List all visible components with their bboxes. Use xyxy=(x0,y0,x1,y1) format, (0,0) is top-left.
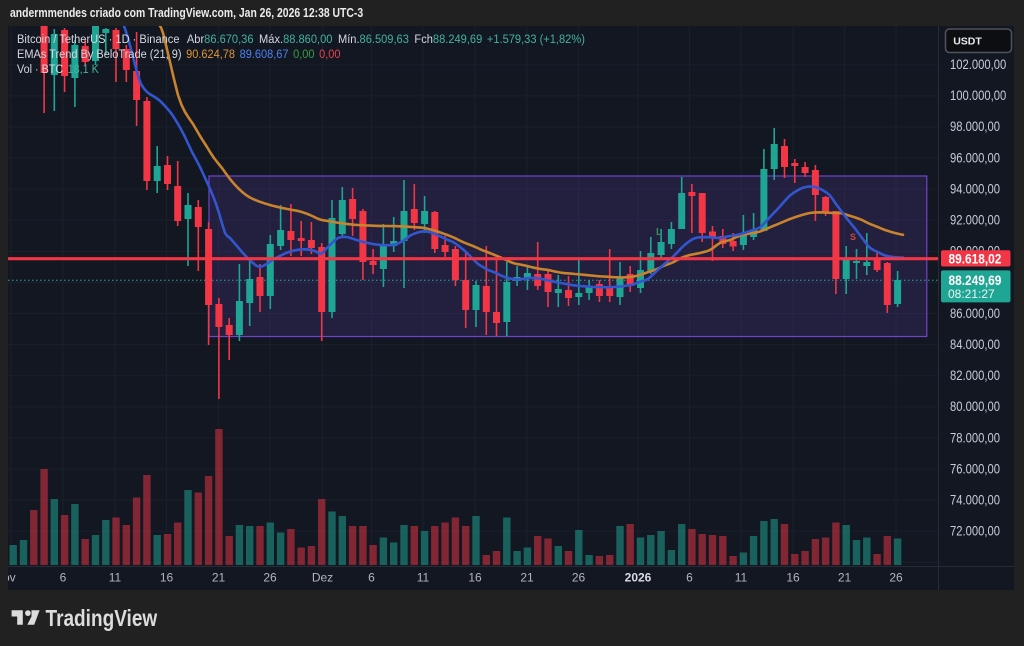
svg-text:Bitcoin / TetherUS · 1D · Bina: Bitcoin / TetherUS · 1D · Binance Abr86.6… xyxy=(17,34,585,46)
svg-text:21: 21 xyxy=(520,571,534,585)
svg-text:S: S xyxy=(850,232,856,242)
svg-text:78.000,00: 78.000,00 xyxy=(950,430,1000,445)
svg-text:100.000,00: 100.000,00 xyxy=(950,88,1006,103)
svg-text:11: 11 xyxy=(735,571,748,585)
svg-text:EMAs Trend By BeloTrade (21, 9: EMAs Trend By BeloTrade (21, 9) 90.624,78… xyxy=(17,49,341,62)
svg-text:6: 6 xyxy=(368,571,375,585)
svg-text:Dez: Dez xyxy=(312,571,333,585)
svg-text:72.000,00: 72.000,00 xyxy=(950,524,1000,539)
svg-text:82.000,00: 82.000,00 xyxy=(950,368,1000,383)
svg-text:92.000,00: 92.000,00 xyxy=(950,213,1000,228)
svg-text:08:21:27: 08:21:27 xyxy=(948,287,995,301)
svg-text:16: 16 xyxy=(160,571,174,585)
svg-text:88.249,69: 88.249,69 xyxy=(949,272,1002,288)
svg-text:102.000,00: 102.000,00 xyxy=(950,57,1006,72)
svg-text:26: 26 xyxy=(889,571,903,585)
svg-text:94.000,00: 94.000,00 xyxy=(950,182,1000,197)
svg-text:11: 11 xyxy=(109,571,122,585)
svg-text:96.000,00: 96.000,00 xyxy=(950,150,1000,165)
svg-text:6: 6 xyxy=(60,571,67,585)
svg-text:98.000,00: 98.000,00 xyxy=(950,119,1000,134)
svg-text:80.000,00: 80.000,00 xyxy=(950,399,1000,414)
svg-text:21: 21 xyxy=(838,571,852,585)
svg-text:11: 11 xyxy=(417,571,430,585)
svg-text:74.000,00: 74.000,00 xyxy=(950,493,1000,508)
svg-text:86.000,00: 86.000,00 xyxy=(950,306,1000,321)
svg-text:26: 26 xyxy=(572,571,586,585)
svg-text:Nov: Nov xyxy=(8,571,16,585)
svg-text:21: 21 xyxy=(212,571,226,585)
svg-text:84.000,00: 84.000,00 xyxy=(950,337,1000,352)
svg-text:76.000,00: 76.000,00 xyxy=(950,461,1000,476)
svg-text:89.618,02: 89.618,02 xyxy=(949,251,1002,267)
svg-text:L: L xyxy=(656,227,662,238)
svg-text:6: 6 xyxy=(686,571,693,585)
svg-text:16: 16 xyxy=(468,571,482,585)
svg-text:TradingView: TradingView xyxy=(46,605,158,631)
svg-text:2026: 2026 xyxy=(625,571,652,585)
svg-text:26: 26 xyxy=(263,571,277,585)
svg-text:USDT: USDT xyxy=(953,35,982,47)
svg-text:16: 16 xyxy=(786,571,800,585)
